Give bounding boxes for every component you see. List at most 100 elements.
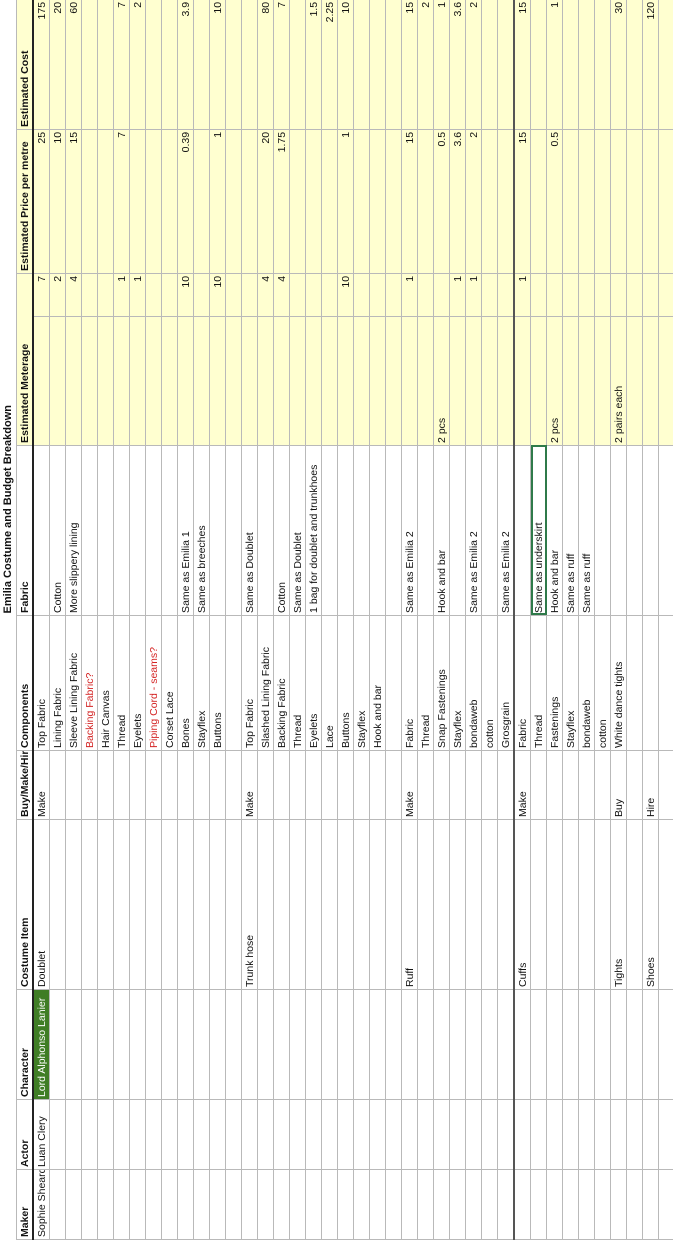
cell-meterage-note[interactable] — [337, 316, 354, 446]
cell-price[interactable]: 25 — [33, 129, 50, 274]
cell-meterage[interactable]: 4 — [273, 273, 290, 317]
cell-meterage-note[interactable] — [353, 316, 370, 446]
cell-maker[interactable] — [257, 1169, 274, 1240]
cell-component[interactable]: Snap Fastenings — [433, 615, 450, 751]
cell-cost[interactable] — [594, 0, 611, 130]
cell-buy-make-hire[interactable] — [81, 750, 98, 820]
cell-fabric[interactable]: 1 bag for doublet and trunkhoes — [305, 445, 322, 616]
cell-actor[interactable] — [433, 1099, 450, 1170]
cell-component[interactable]: Stayflex — [353, 615, 370, 751]
cell-actor[interactable] — [257, 1099, 274, 1170]
cell-actor[interactable] — [626, 1099, 643, 1170]
cell-fabric[interactable]: Same as Emilia 2 — [401, 445, 418, 616]
cell-maker[interactable] — [225, 1169, 242, 1240]
cell-actor[interactable] — [337, 1099, 354, 1170]
cell-cost[interactable] — [578, 0, 595, 130]
cell-character[interactable] — [417, 989, 434, 1100]
cell-buy-make-hire[interactable] — [273, 750, 290, 820]
cell-cost[interactable]: 20 — [49, 0, 66, 130]
cell-meterage[interactable] — [546, 273, 563, 317]
cell-buy-make-hire[interactable] — [465, 750, 482, 820]
cell-price[interactable] — [594, 129, 611, 274]
cell-costume-item[interactable] — [530, 819, 547, 990]
cell-fabric[interactable]: Same as Doublet — [289, 445, 306, 616]
cell-meterage[interactable] — [578, 273, 595, 317]
cell-maker[interactable] — [433, 1169, 450, 1240]
cell-component[interactable]: Top Fabric — [241, 615, 258, 751]
cell-actor[interactable] — [177, 1099, 194, 1170]
cell-actor[interactable] — [305, 1099, 322, 1170]
cell-buy-make-hire[interactable] — [353, 750, 370, 820]
cell-maker[interactable] — [594, 1169, 611, 1240]
cell-price[interactable]: 2 — [465, 129, 482, 274]
cell-price[interactable]: 15 — [514, 129, 531, 274]
cell-costume-item[interactable] — [449, 819, 466, 990]
cell-meterage[interactable]: 1 — [113, 273, 130, 317]
cell-costume-item[interactable] — [161, 819, 178, 990]
cell-character[interactable] — [177, 989, 194, 1100]
cell-buy-make-hire[interactable] — [129, 750, 146, 820]
cell-price[interactable] — [305, 129, 322, 274]
cell-actor[interactable] — [514, 1099, 531, 1170]
cell-price[interactable] — [241, 129, 258, 274]
cell-cost[interactable]: 175 — [33, 0, 50, 130]
cell-price[interactable]: 0.39 — [177, 129, 194, 274]
cell-meterage-note[interactable] — [257, 316, 274, 446]
cell-costume-item[interactable]: Doublet — [33, 819, 50, 990]
cell-maker[interactable] — [81, 1169, 98, 1240]
cell-component[interactable]: Thread — [289, 615, 306, 751]
cell-fabric[interactable] — [514, 445, 531, 616]
cell-meterage-note[interactable] — [97, 316, 114, 446]
cell-buy-make-hire[interactable]: Make — [33, 750, 50, 820]
cell-fabric[interactable]: Same as Emilia 2 — [497, 445, 514, 616]
cell-meterage[interactable] — [241, 273, 258, 317]
cell-meterage[interactable] — [97, 273, 114, 317]
cell-maker[interactable] — [658, 1169, 673, 1240]
cell-fabric[interactable] — [610, 445, 627, 616]
cell-buy-make-hire[interactable] — [497, 750, 514, 820]
cell-component[interactable]: Stayflex — [193, 615, 210, 751]
header-actor[interactable]: Actor — [16, 1099, 33, 1170]
cell-maker[interactable] — [161, 1169, 178, 1240]
cell-actor[interactable] — [129, 1099, 146, 1170]
cell-component[interactable]: Sleeve Lining Fabric — [65, 615, 82, 751]
cell-meterage-note[interactable] — [658, 316, 673, 446]
header-costume-item[interactable]: Costume Item — [16, 819, 33, 990]
cell-price[interactable]: 15 — [65, 129, 82, 274]
cell-maker[interactable] — [209, 1169, 226, 1240]
cell-actor[interactable] — [273, 1099, 290, 1170]
cell-cost[interactable] — [530, 0, 547, 130]
cell-component[interactable]: Thread — [113, 615, 130, 751]
cell-fabric[interactable] — [33, 445, 50, 616]
cell-buy-make-hire[interactable] — [433, 750, 450, 820]
cell-cost[interactable]: 15 — [401, 0, 418, 130]
cell-price[interactable]: 10 — [49, 129, 66, 274]
cell-buy-make-hire[interactable]: Make — [514, 750, 531, 820]
cell-costume-item[interactable] — [578, 819, 595, 990]
cell-meterage[interactable] — [289, 273, 306, 317]
cell-costume-item[interactable]: Cuffs — [514, 819, 531, 990]
cell-component[interactable]: Thread — [417, 615, 434, 751]
cell-price[interactable] — [658, 129, 673, 274]
cell-buy-make-hire[interactable] — [305, 750, 322, 820]
cell-meterage[interactable]: 4 — [65, 273, 82, 317]
cell-buy-make-hire[interactable] — [417, 750, 434, 820]
cell-buy-make-hire[interactable] — [578, 750, 595, 820]
cell-buy-make-hire[interactable] — [257, 750, 274, 820]
cell-maker[interactable] — [449, 1169, 466, 1240]
cell-cost[interactable] — [145, 0, 162, 130]
cell-actor[interactable] — [321, 1099, 338, 1170]
cell-price[interactable] — [385, 129, 402, 274]
cell-component[interactable]: Fastenings — [546, 615, 563, 751]
cell-meterage[interactable]: 7 — [33, 273, 50, 317]
cell-meterage[interactable]: 1 — [514, 273, 531, 317]
cell-meterage[interactable] — [81, 273, 98, 317]
cell-fabric[interactable] — [129, 445, 146, 616]
cell-fabric[interactable] — [417, 445, 434, 616]
cell-buy-make-hire[interactable] — [369, 750, 386, 820]
cell-costume-item[interactable] — [193, 819, 210, 990]
cell-meterage[interactable] — [610, 273, 627, 317]
cell-component[interactable]: Eyelets — [305, 615, 322, 751]
cell-fabric[interactable] — [594, 445, 611, 616]
cell-actor[interactable] — [161, 1099, 178, 1170]
